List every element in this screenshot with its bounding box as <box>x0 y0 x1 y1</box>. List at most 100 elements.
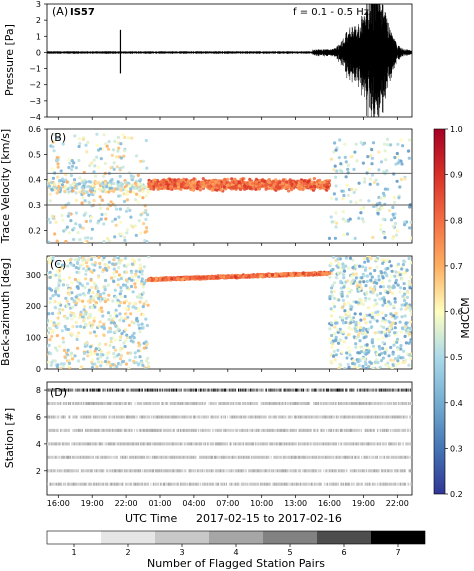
trace-velocity-point <box>381 217 385 221</box>
trace-velocity-point <box>125 228 129 232</box>
back-azimuth-point <box>115 270 119 274</box>
trace-velocity-point <box>119 142 123 146</box>
trace-velocity-point <box>143 209 147 213</box>
trace-velocity-point <box>133 224 137 228</box>
back-azimuth-point <box>130 278 134 282</box>
trace-velocity-point <box>332 150 336 154</box>
back-azimuth-point <box>259 274 263 278</box>
trace-velocity-point <box>80 185 84 190</box>
trace-velocity-point <box>297 181 301 186</box>
back-azimuth-point <box>67 288 71 292</box>
trace-velocity-point <box>57 188 61 192</box>
back-azimuth-point <box>204 276 208 280</box>
trace-velocity-point <box>395 179 399 183</box>
back-azimuth-point <box>147 365 151 369</box>
trace-velocity-point <box>82 191 86 195</box>
trace-velocity-point <box>368 182 372 186</box>
trace-velocity-point <box>104 217 108 221</box>
trace-velocity-point <box>89 219 93 223</box>
back-azimuth-point <box>381 261 385 265</box>
panel-c-ytick-label: 200 <box>26 302 41 311</box>
back-azimuth-point <box>82 313 87 317</box>
back-azimuth-point <box>351 266 355 270</box>
back-azimuth-point <box>137 275 141 279</box>
back-azimuth-point <box>85 341 89 345</box>
back-azimuth-point <box>67 276 72 280</box>
back-azimuth-point <box>89 269 93 273</box>
back-azimuth-point <box>247 274 251 278</box>
back-azimuth-point <box>383 350 387 354</box>
trace-velocity-point <box>285 185 289 189</box>
back-azimuth-point <box>86 299 90 303</box>
trace-velocity-point <box>61 218 65 222</box>
trace-velocity-point <box>77 158 81 163</box>
station-flag-mark <box>60 482 62 486</box>
back-azimuth-point <box>331 256 336 259</box>
trace-velocity-point <box>141 196 145 200</box>
back-azimuth-point <box>334 335 338 339</box>
back-azimuth-point <box>106 298 110 302</box>
back-azimuth-point <box>336 341 341 345</box>
back-azimuth-point <box>393 297 397 301</box>
back-azimuth-point <box>377 274 381 278</box>
back-azimuth-point <box>90 325 94 329</box>
trace-velocity-point <box>85 150 89 154</box>
back-azimuth-point <box>343 367 347 369</box>
trace-velocity-point <box>363 180 367 184</box>
trace-velocity-point <box>56 158 60 162</box>
trace-velocity-point <box>396 161 400 165</box>
back-azimuth-point <box>366 259 370 263</box>
trace-velocity-point <box>382 142 387 146</box>
back-azimuth-point <box>364 284 368 288</box>
trace-velocity-point <box>125 231 129 235</box>
trace-velocity-point <box>341 217 345 221</box>
back-azimuth-point <box>109 340 113 344</box>
trace-velocity-point <box>186 179 190 183</box>
back-azimuth-point <box>410 310 412 314</box>
back-azimuth-point <box>377 330 381 334</box>
back-azimuth-point <box>125 270 129 274</box>
trace-velocity-point <box>379 196 383 200</box>
back-azimuth-point <box>119 259 123 263</box>
trace-velocity-point <box>47 240 51 243</box>
back-azimuth-point <box>59 367 63 369</box>
back-azimuth-point <box>343 309 347 313</box>
back-azimuth-point <box>114 324 118 328</box>
trace-velocity-point <box>95 143 99 147</box>
back-azimuth-point <box>66 327 70 332</box>
panel-b-ytick-label: 0.6 <box>28 125 41 134</box>
back-azimuth-point <box>62 278 66 282</box>
back-azimuth-point <box>409 339 412 343</box>
back-azimuth-point <box>340 306 344 310</box>
back-azimuth-point <box>270 273 275 277</box>
trace-velocity-point <box>65 225 69 229</box>
back-azimuth-point <box>399 286 403 290</box>
trace-velocity-point <box>47 183 49 187</box>
back-azimuth-point <box>346 362 350 366</box>
back-azimuth-point <box>382 325 386 329</box>
back-azimuth-point <box>53 300 57 304</box>
trace-velocity-point <box>389 143 393 147</box>
station-flag-mark <box>75 482 77 486</box>
back-azimuth-point <box>379 359 384 363</box>
trace-velocity-point <box>107 239 111 243</box>
trace-velocity-point <box>396 142 400 146</box>
back-azimuth-point <box>361 364 365 368</box>
back-azimuth-point <box>79 312 83 317</box>
back-azimuth-point <box>349 316 353 320</box>
trace-velocity-point <box>99 217 103 221</box>
back-azimuth-point <box>344 264 348 268</box>
back-azimuth-point <box>54 273 58 277</box>
back-azimuth-point <box>136 363 141 367</box>
trace-velocity-point <box>74 198 78 202</box>
back-azimuth-point <box>51 258 55 262</box>
trace-velocity-point <box>399 159 403 163</box>
back-azimuth-point <box>365 343 369 347</box>
back-azimuth-point <box>409 261 412 265</box>
back-azimuth-point <box>371 344 376 348</box>
back-azimuth-point <box>62 348 66 352</box>
back-azimuth-point <box>330 268 335 272</box>
